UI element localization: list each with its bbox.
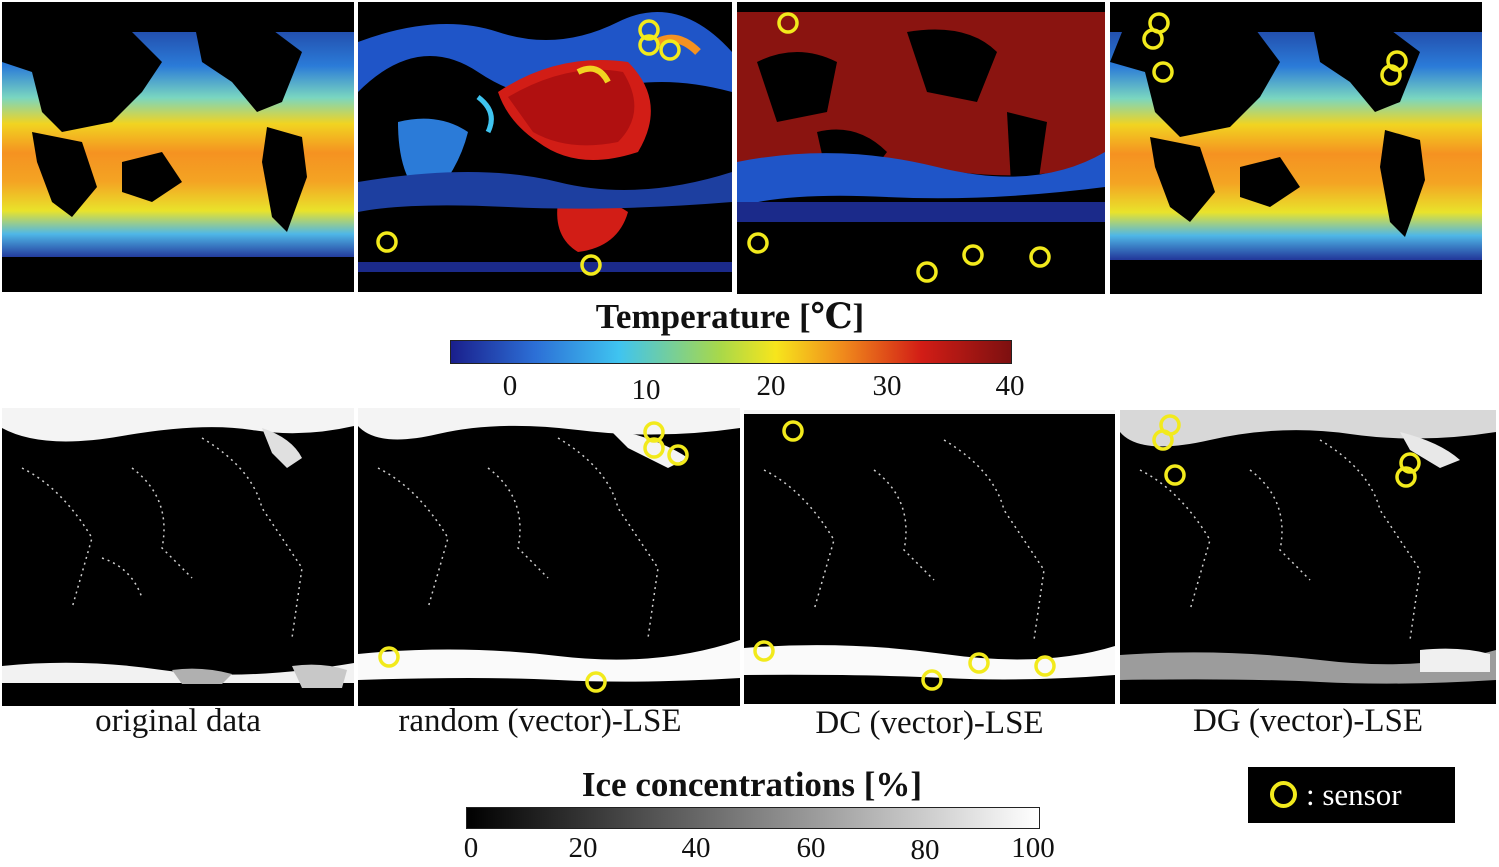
ice-map-dc-lse-graphic	[744, 410, 1115, 704]
ice-tick: 0	[463, 832, 479, 864]
ice-map-dg-lse	[1120, 410, 1496, 704]
sensor-marker	[585, 671, 607, 693]
sensor-marker	[1034, 655, 1056, 677]
sensor-marker	[968, 652, 990, 674]
sensor-marker	[643, 437, 665, 459]
temperature-tick: 0	[502, 370, 518, 402]
ice-map-original	[2, 408, 354, 706]
panel-label-original: original data	[95, 703, 261, 739]
ice-map-random-lse	[358, 408, 740, 706]
temperature-map-dc-lse	[737, 2, 1105, 294]
sensor-marker	[643, 421, 665, 443]
ice-map-random-lse-graphic	[358, 408, 740, 706]
temperature-tick: 20	[756, 370, 786, 402]
sensor-marker	[580, 254, 602, 276]
ice-map-original-graphic	[2, 408, 354, 706]
sensor-marker	[921, 669, 943, 691]
sensor-marker	[638, 19, 660, 41]
sensor-marker	[916, 261, 938, 283]
sensor-marker	[1395, 466, 1417, 488]
temperature-map-original	[2, 2, 354, 292]
sensor-marker	[1399, 452, 1421, 474]
sensor-marker	[378, 646, 400, 668]
sensor-marker	[1164, 464, 1186, 486]
panel-label-dc-lse: DC (vector)-LSE	[815, 705, 1044, 741]
sensor-legend-text: : sensor	[1306, 777, 1402, 812]
sensor-marker	[1152, 61, 1174, 83]
ice-tick: 100	[1011, 832, 1055, 864]
temperature-colorbar	[450, 340, 1012, 364]
sensor-marker	[638, 34, 660, 56]
sensor-marker	[1029, 246, 1051, 268]
ice-colorbar	[466, 807, 1040, 829]
temperature-tick: 10	[631, 374, 661, 406]
sensor-legend: : sensor	[1248, 767, 1455, 823]
sensor-marker	[1380, 64, 1402, 86]
sensor-marker	[376, 231, 398, 253]
panel-label-random-lse: random (vector)-LSE	[398, 703, 682, 739]
temperature-map-random-lse	[358, 2, 732, 292]
sensor-marker	[1142, 28, 1164, 50]
temperature-tick: 40	[995, 370, 1025, 402]
panel-label-dg-lse: DG (vector)-LSE	[1192, 703, 1423, 739]
temperature-tick: 30	[872, 370, 902, 402]
sensor-marker	[667, 444, 689, 466]
ice-colorbar-title: Ice concentrations [%]	[581, 765, 923, 804]
temperature-map-dc-lse-graphic	[737, 2, 1105, 294]
sensor-marker	[1152, 429, 1174, 451]
temperature-colorbar-title: Temperature [℃]	[595, 297, 865, 336]
temperature-map-original-graphic	[2, 2, 354, 292]
temperature-map-dg-lse	[1110, 2, 1482, 294]
sensor-marker	[747, 232, 769, 254]
sensor-legend-icon	[1270, 781, 1297, 808]
sensor-marker	[782, 420, 804, 442]
ice-tick: 20	[568, 832, 598, 864]
sensor-marker	[753, 640, 775, 662]
sensor-marker	[777, 12, 799, 34]
sensor-marker	[962, 244, 984, 266]
ice-map-dc-lse	[744, 410, 1115, 704]
ice-tick: 40	[681, 832, 711, 864]
ice-tick: 60	[796, 832, 826, 864]
temperature-map-random-lse-graphic	[358, 2, 732, 292]
temperature-map-dg-lse-graphic	[1110, 2, 1482, 294]
ice-tick: 80	[910, 834, 940, 866]
sensor-marker	[659, 39, 681, 61]
ice-map-dg-lse-graphic	[1120, 410, 1496, 704]
